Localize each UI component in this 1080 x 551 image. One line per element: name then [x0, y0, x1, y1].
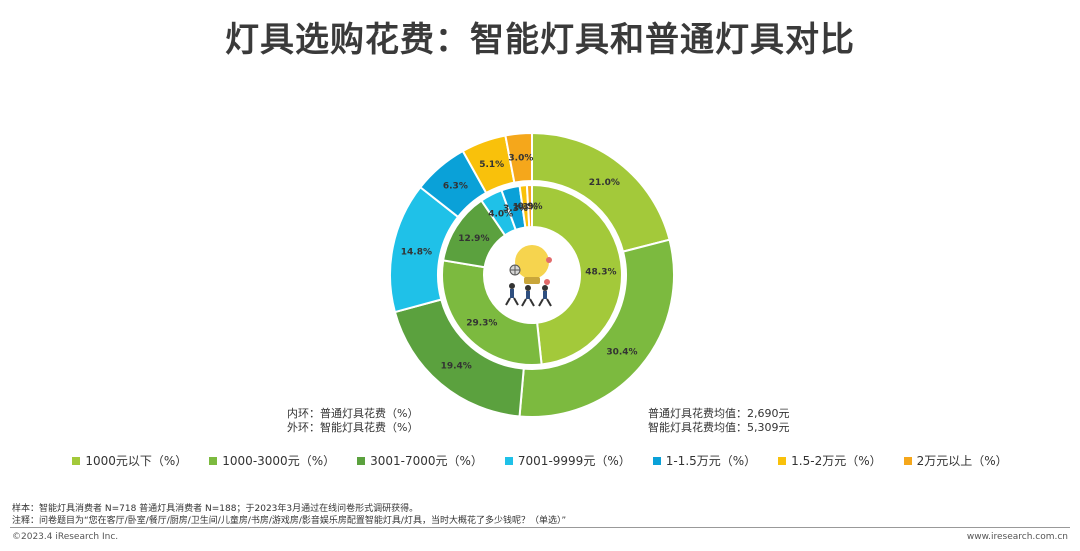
chart-legend: 1000元以下（%） 1000-3000元（%） 3001-7000元（%） 7001… [0, 452, 1080, 469]
outer-ring-label-5: 6.3% [443, 181, 468, 191]
inner-ring-label-7: 0.9% [518, 202, 543, 212]
page-title: 灯具选购花费：智能灯具和普通灯具对比 [225, 20, 855, 60]
legend-swatch-4 [504, 456, 513, 465]
outer-ring-label-4: 14.8% [401, 247, 432, 257]
legend-swatch-5 [652, 456, 661, 465]
legend-swatch-2 [209, 456, 218, 465]
inner-ring-label-1: 48.3% [585, 267, 616, 277]
inner-ring-slice-7 [525, 183, 533, 229]
notes: 样本：智能灯具消费者 N=718 普通灯具消费者 N=188；于2023年3月通… [12, 503, 566, 527]
legend-swatch-6 [778, 456, 787, 465]
legend-label-4: 7001-9999元（%） [517, 454, 631, 468]
regular-average-label: 普通灯具花费均值：2,690元 [648, 407, 790, 420]
legend-item-2: 1000-3000元（%） [209, 452, 335, 469]
inner-ring-label-2: 29.3% [466, 318, 497, 328]
outer-ring-label: 外环：智能灯具花费（%） [287, 421, 419, 434]
inner-ring-label-5: 3.3% [503, 204, 528, 214]
legend-item-1: 1000元以下（%） [72, 452, 187, 469]
outer-ring-label-7: 3.0% [508, 154, 533, 164]
outer-ring-slice-7 [504, 131, 533, 184]
legend-item-6: 1.5-2万元（%） [778, 452, 882, 469]
legend-label-1: 1000元以下（%） [85, 454, 188, 468]
legend-label-2: 1000-3000元（%） [222, 454, 336, 468]
legend-label-6: 1.5-2万元（%） [791, 454, 882, 468]
inner-ring-slice-1 [531, 183, 623, 366]
legend-item-4: 7001-9999元（%） [504, 452, 631, 469]
legend-item-7: 2万元以上（%） [903, 452, 1008, 469]
legend-item-5: 1-1.5万元（%） [652, 452, 757, 469]
legend-swatch-1 [72, 456, 81, 465]
inner-ring-slice-2 [441, 259, 543, 366]
lightbulb-illustration-icon [505, 245, 552, 307]
footer-divider [10, 527, 1070, 528]
legend-item-3: 3001-7000元（%） [357, 452, 483, 469]
inner-ring-label: 内环：普通灯具花费（%） [287, 407, 419, 420]
question-note: 注释：问卷题目为“您在客厅/卧室/餐厅/厨房/卫生间/儿童房/书房/游戏房/影音… [12, 516, 567, 526]
inner-ring-label-4: 4.0% [488, 210, 513, 220]
outer-ring-slice-2 [518, 238, 675, 418]
legend-label-7: 2万元以上（%） [916, 454, 1008, 468]
outer-ring-label-2: 30.4% [606, 347, 637, 357]
sample-note: 样本：智能灯具消费者 N=718 普通灯具消费者 N=188；于2023年3月通… [12, 504, 419, 514]
legend-label-3: 3001-7000元（%） [370, 454, 483, 468]
outer-ring-label-6: 5.1% [479, 160, 504, 170]
legend-swatch-3 [357, 456, 366, 465]
legend-swatch-7 [903, 456, 912, 465]
inner-ring-label-3: 12.9% [458, 234, 489, 244]
website-link[interactable]: www.iresearch.com.cn [966, 532, 1068, 542]
copyright: ©2023.4 iResearch Inc. [12, 532, 119, 542]
outer-ring-label-3: 19.4% [441, 361, 472, 371]
inner-ring-label-6: 1.3% [513, 202, 538, 212]
outer-ring-label-1: 21.0% [589, 178, 620, 188]
legend-label-5: 1-1.5万元（%） [665, 454, 757, 468]
smart-average-label: 智能灯具花费均值：5,309元 [648, 421, 790, 434]
